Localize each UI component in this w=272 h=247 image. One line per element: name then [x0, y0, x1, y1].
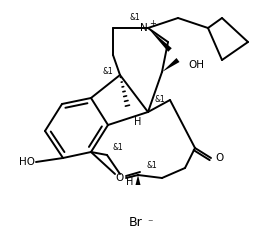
Text: +: +	[150, 20, 156, 28]
Text: HO: HO	[19, 157, 35, 167]
Text: Br: Br	[129, 215, 143, 228]
Text: N: N	[140, 23, 148, 33]
Polygon shape	[148, 28, 172, 52]
Text: &1: &1	[103, 67, 113, 77]
Text: H: H	[126, 177, 134, 187]
Text: &1: &1	[147, 161, 157, 169]
Text: OH: OH	[188, 60, 204, 70]
Text: O: O	[216, 153, 224, 163]
Text: &1: &1	[113, 144, 123, 152]
Polygon shape	[162, 58, 180, 72]
Text: ⁻: ⁻	[147, 218, 153, 228]
Text: &1: &1	[154, 96, 165, 104]
Text: O: O	[116, 173, 124, 183]
Text: H: H	[134, 117, 142, 127]
Polygon shape	[135, 175, 141, 185]
Text: &1: &1	[130, 14, 140, 22]
